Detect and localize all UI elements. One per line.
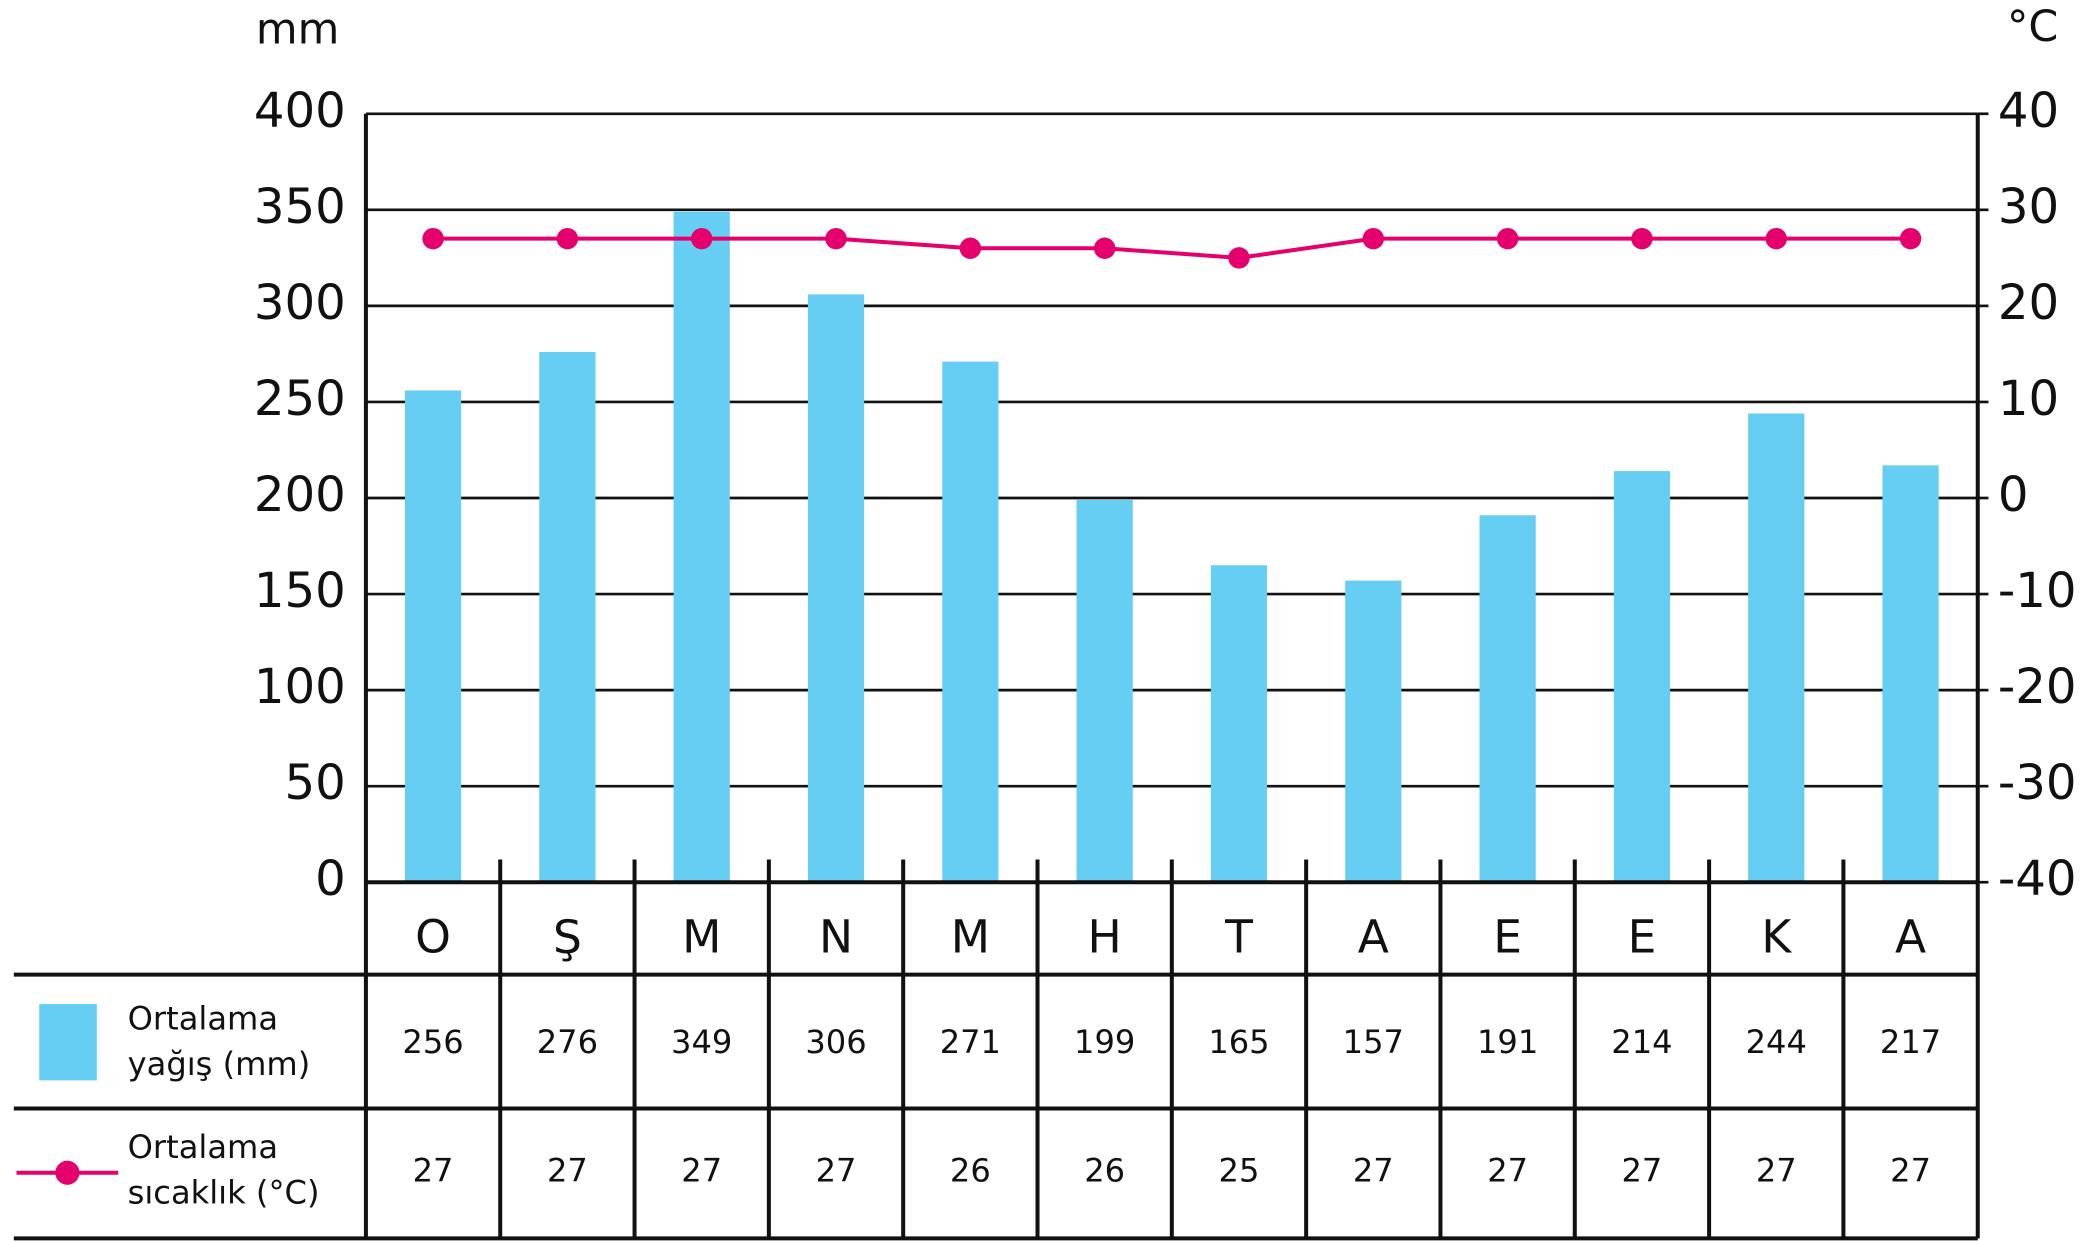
table: 256 276 349 306 271 199 165 157 191 214 244 217 Orta… <box>13 859 1978 1241</box>
bar <box>673 211 730 883</box>
line-point <box>1228 247 1250 269</box>
bar <box>1076 499 1133 883</box>
line-point <box>1765 227 1787 250</box>
bar <box>404 390 462 883</box>
grid <box>363 112 1989 1239</box>
x-tick-label: K <box>1761 910 1792 963</box>
x-tick-label: A <box>1895 910 1926 963</box>
table-cell: 276 <box>537 1023 598 1061</box>
y2-tick-label: 0 <box>1998 467 2029 523</box>
bar <box>1882 465 1939 883</box>
y-tick-label: 50 <box>285 755 346 811</box>
legend-label-box: Ortalama yağış (mm) <box>127 1000 311 1084</box>
table-cell: 27 <box>681 1152 722 1190</box>
table-cell: 27 <box>816 1152 857 1190</box>
y-tick-label: 250 <box>254 371 346 427</box>
line-point <box>690 227 713 250</box>
y2-tick-label: 10 <box>1998 371 2059 427</box>
table-cell: 256 <box>402 1023 463 1061</box>
y2-axis-label: °C <box>2007 2 2058 52</box>
y-tick-label: 200 <box>254 467 346 523</box>
table-cell: 27 <box>413 1152 454 1190</box>
bar <box>539 352 596 883</box>
legend-label-box: Ortalama sıcaklık (°C) <box>127 1128 320 1212</box>
bar <box>1210 565 1268 883</box>
bar <box>1345 580 1402 883</box>
table-cell: 27 <box>1890 1152 1931 1190</box>
y-axis-label: mm <box>256 5 339 55</box>
line-point <box>959 237 982 259</box>
bar <box>1479 515 1536 883</box>
x-tick-label: A <box>1358 910 1389 963</box>
y2-tick-label: 20 <box>1998 275 2059 331</box>
bar <box>1613 471 1671 883</box>
table-cell: 271 <box>940 1023 1001 1061</box>
table-cell: 217 <box>1880 1023 1941 1061</box>
bar <box>1748 413 1805 883</box>
line-point <box>1496 227 1519 250</box>
x-tick-label: T <box>1224 910 1253 963</box>
table-cell: 306 <box>805 1023 866 1061</box>
table-cell: 214 <box>1611 1023 1672 1061</box>
table-cell: 27 <box>547 1152 588 1190</box>
lines <box>422 227 1922 269</box>
x-tick-label: O <box>415 910 451 963</box>
y2-tick-label: -20 <box>1998 659 2077 715</box>
y-tick-label: 400 <box>254 83 346 139</box>
bars <box>404 211 1939 883</box>
line-point <box>1093 237 1116 259</box>
y-tick-label: 350 <box>254 179 346 235</box>
table-cell: 26 <box>950 1152 991 1190</box>
table-cell: 27 <box>1622 1152 1663 1190</box>
y-tick-label: 0 <box>315 851 346 907</box>
legend-label: Ortalama sıcaklık (°C) <box>127 1128 320 1212</box>
y2-tick-label: -10 <box>1998 563 2077 619</box>
y-tick-label: 300 <box>254 275 346 331</box>
table-cell: 27 <box>1487 1152 1528 1190</box>
legend-marker <box>55 1160 80 1185</box>
table-cell: 27 <box>1353 1152 1394 1190</box>
x-tick-label: M <box>682 910 721 963</box>
line-point <box>1899 227 1922 250</box>
x-tick-label: E <box>1493 910 1522 963</box>
line <box>433 236 1911 260</box>
table-cell: 25 <box>1219 1152 1260 1190</box>
bar <box>807 294 865 883</box>
line-point <box>1631 227 1653 250</box>
line-point <box>1362 227 1385 250</box>
y2-tick-label: 30 <box>1998 179 2059 235</box>
table-cell: 26 <box>1084 1152 1125 1190</box>
bar <box>942 361 999 883</box>
y2-tick-label: 40 <box>1998 83 2059 139</box>
table-cell: 165 <box>1208 1023 1269 1061</box>
table-cell: 349 <box>671 1023 732 1061</box>
line-point <box>556 227 579 250</box>
y2-tick-label: -30 <box>1998 755 2077 811</box>
y-tick-label: 150 <box>254 563 346 619</box>
x-tick-label: N <box>819 910 853 963</box>
table-cell: 157 <box>1343 1023 1404 1061</box>
x-tick-label: H <box>1088 910 1122 963</box>
legend-label: Ortalama yağış (mm) <box>127 1000 311 1084</box>
table-cell: 244 <box>1746 1023 1807 1061</box>
x-tick-label: M <box>951 910 990 963</box>
line-point <box>422 227 444 250</box>
y2-tick-label: -40 <box>1998 851 2077 907</box>
legend-swatch <box>39 1004 97 1081</box>
x-tick-label: Ş <box>553 910 582 963</box>
x-tick-label: E <box>1628 910 1657 963</box>
line-point <box>825 227 847 250</box>
table-cell: 27 <box>1756 1152 1797 1190</box>
table-cell: 199 <box>1074 1023 1135 1061</box>
y-tick-label: 100 <box>254 659 346 715</box>
table-cell: 191 <box>1477 1023 1538 1061</box>
